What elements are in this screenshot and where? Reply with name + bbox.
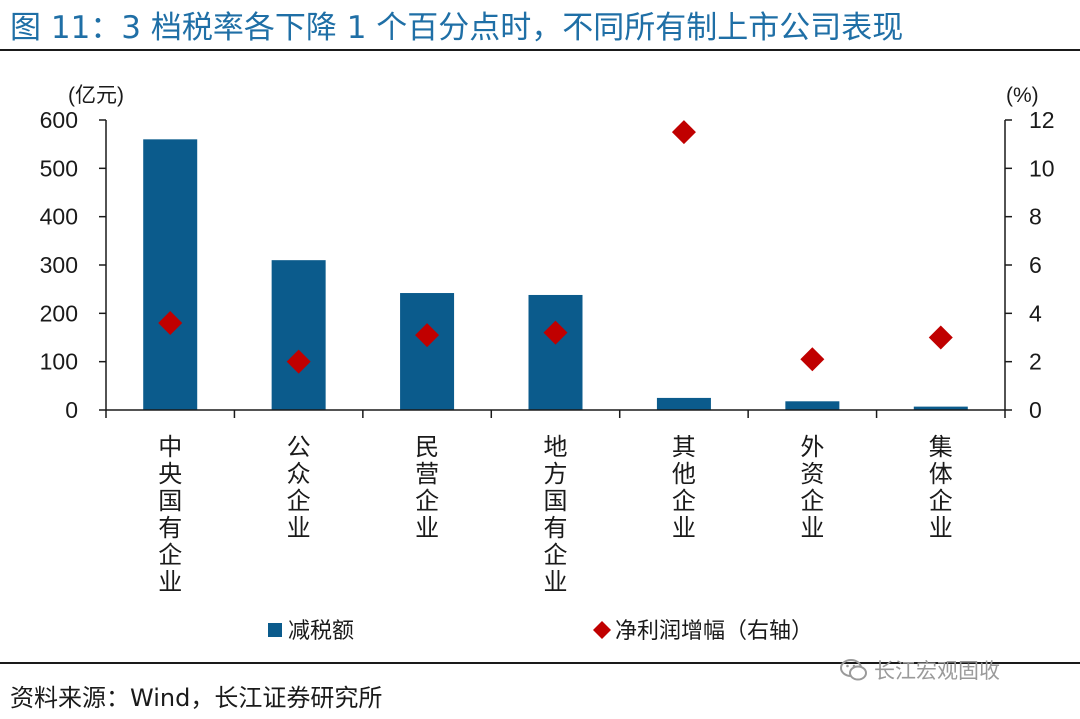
wechat-icon (840, 659, 867, 681)
category-label: 中央国有企业 (158, 433, 182, 596)
right-tick-label: 4 (1029, 300, 1042, 326)
category-label: 民营企业 (415, 433, 439, 542)
legend-bar-swatch (268, 623, 282, 637)
marker-diamond (800, 347, 825, 372)
left-tick-label: 400 (40, 204, 78, 230)
bar (785, 401, 840, 410)
left-tick-label: 100 (40, 349, 78, 375)
marker-diamond (286, 349, 311, 374)
bar (528, 294, 583, 410)
bar (400, 293, 455, 410)
category-label: 其他企业 (672, 433, 696, 542)
right-tick-label: 8 (1029, 204, 1042, 230)
marker-diamond (671, 120, 696, 145)
footer-divider (0, 662, 1080, 664)
marker-diamond (158, 311, 183, 335)
category-label: 公众企业 (287, 433, 311, 542)
legend-bar-label: 减税额 (288, 619, 354, 644)
figure-title: 图 11：3 档税率各下降 1 个百分点时，不同所有制上市公司表现 (10, 10, 904, 46)
chart: 0 100 200 300 400 500 600 0 2 4 6 8 10 12 (亿元) (%) 中央国有企… (40, 84, 1055, 644)
marker-diamond (928, 325, 953, 350)
bar (143, 139, 198, 410)
bar (271, 260, 326, 410)
watermark-text: 长江宏观固收 (874, 659, 1000, 683)
right-tick-label: 12 (1029, 107, 1055, 133)
legend-marker-label: 净利润增幅（右轴） (615, 619, 813, 644)
right-tick-label: 0 (1029, 397, 1042, 423)
right-tick-label: 6 (1029, 252, 1042, 278)
right-axis-label: (%) (1006, 84, 1039, 107)
right-tick-label: 2 (1029, 349, 1042, 375)
left-tick-label: 500 (40, 155, 78, 181)
right-tick-label: 10 (1029, 155, 1055, 181)
marker-diamond (543, 320, 568, 345)
legend-marker-swatch (593, 621, 611, 639)
bar (913, 406, 968, 410)
marker-diamond (415, 323, 440, 348)
bar (656, 397, 711, 410)
left-axis-label: (亿元) (68, 84, 124, 107)
category-label: 外资企业 (800, 433, 824, 542)
title-divider (0, 49, 1080, 51)
left-tick-label: 300 (40, 252, 78, 278)
left-tick-label: 600 (40, 107, 78, 133)
left-tick-label: 0 (65, 397, 78, 423)
source-note: 资料来源：Wind，长江证券研究所 (10, 684, 383, 712)
category-label: 地方国有企业 (544, 433, 568, 596)
category-label: 集体企业 (929, 433, 953, 542)
left-tick-label: 200 (40, 300, 78, 326)
watermark: 长江宏观固收 (840, 655, 1000, 685)
